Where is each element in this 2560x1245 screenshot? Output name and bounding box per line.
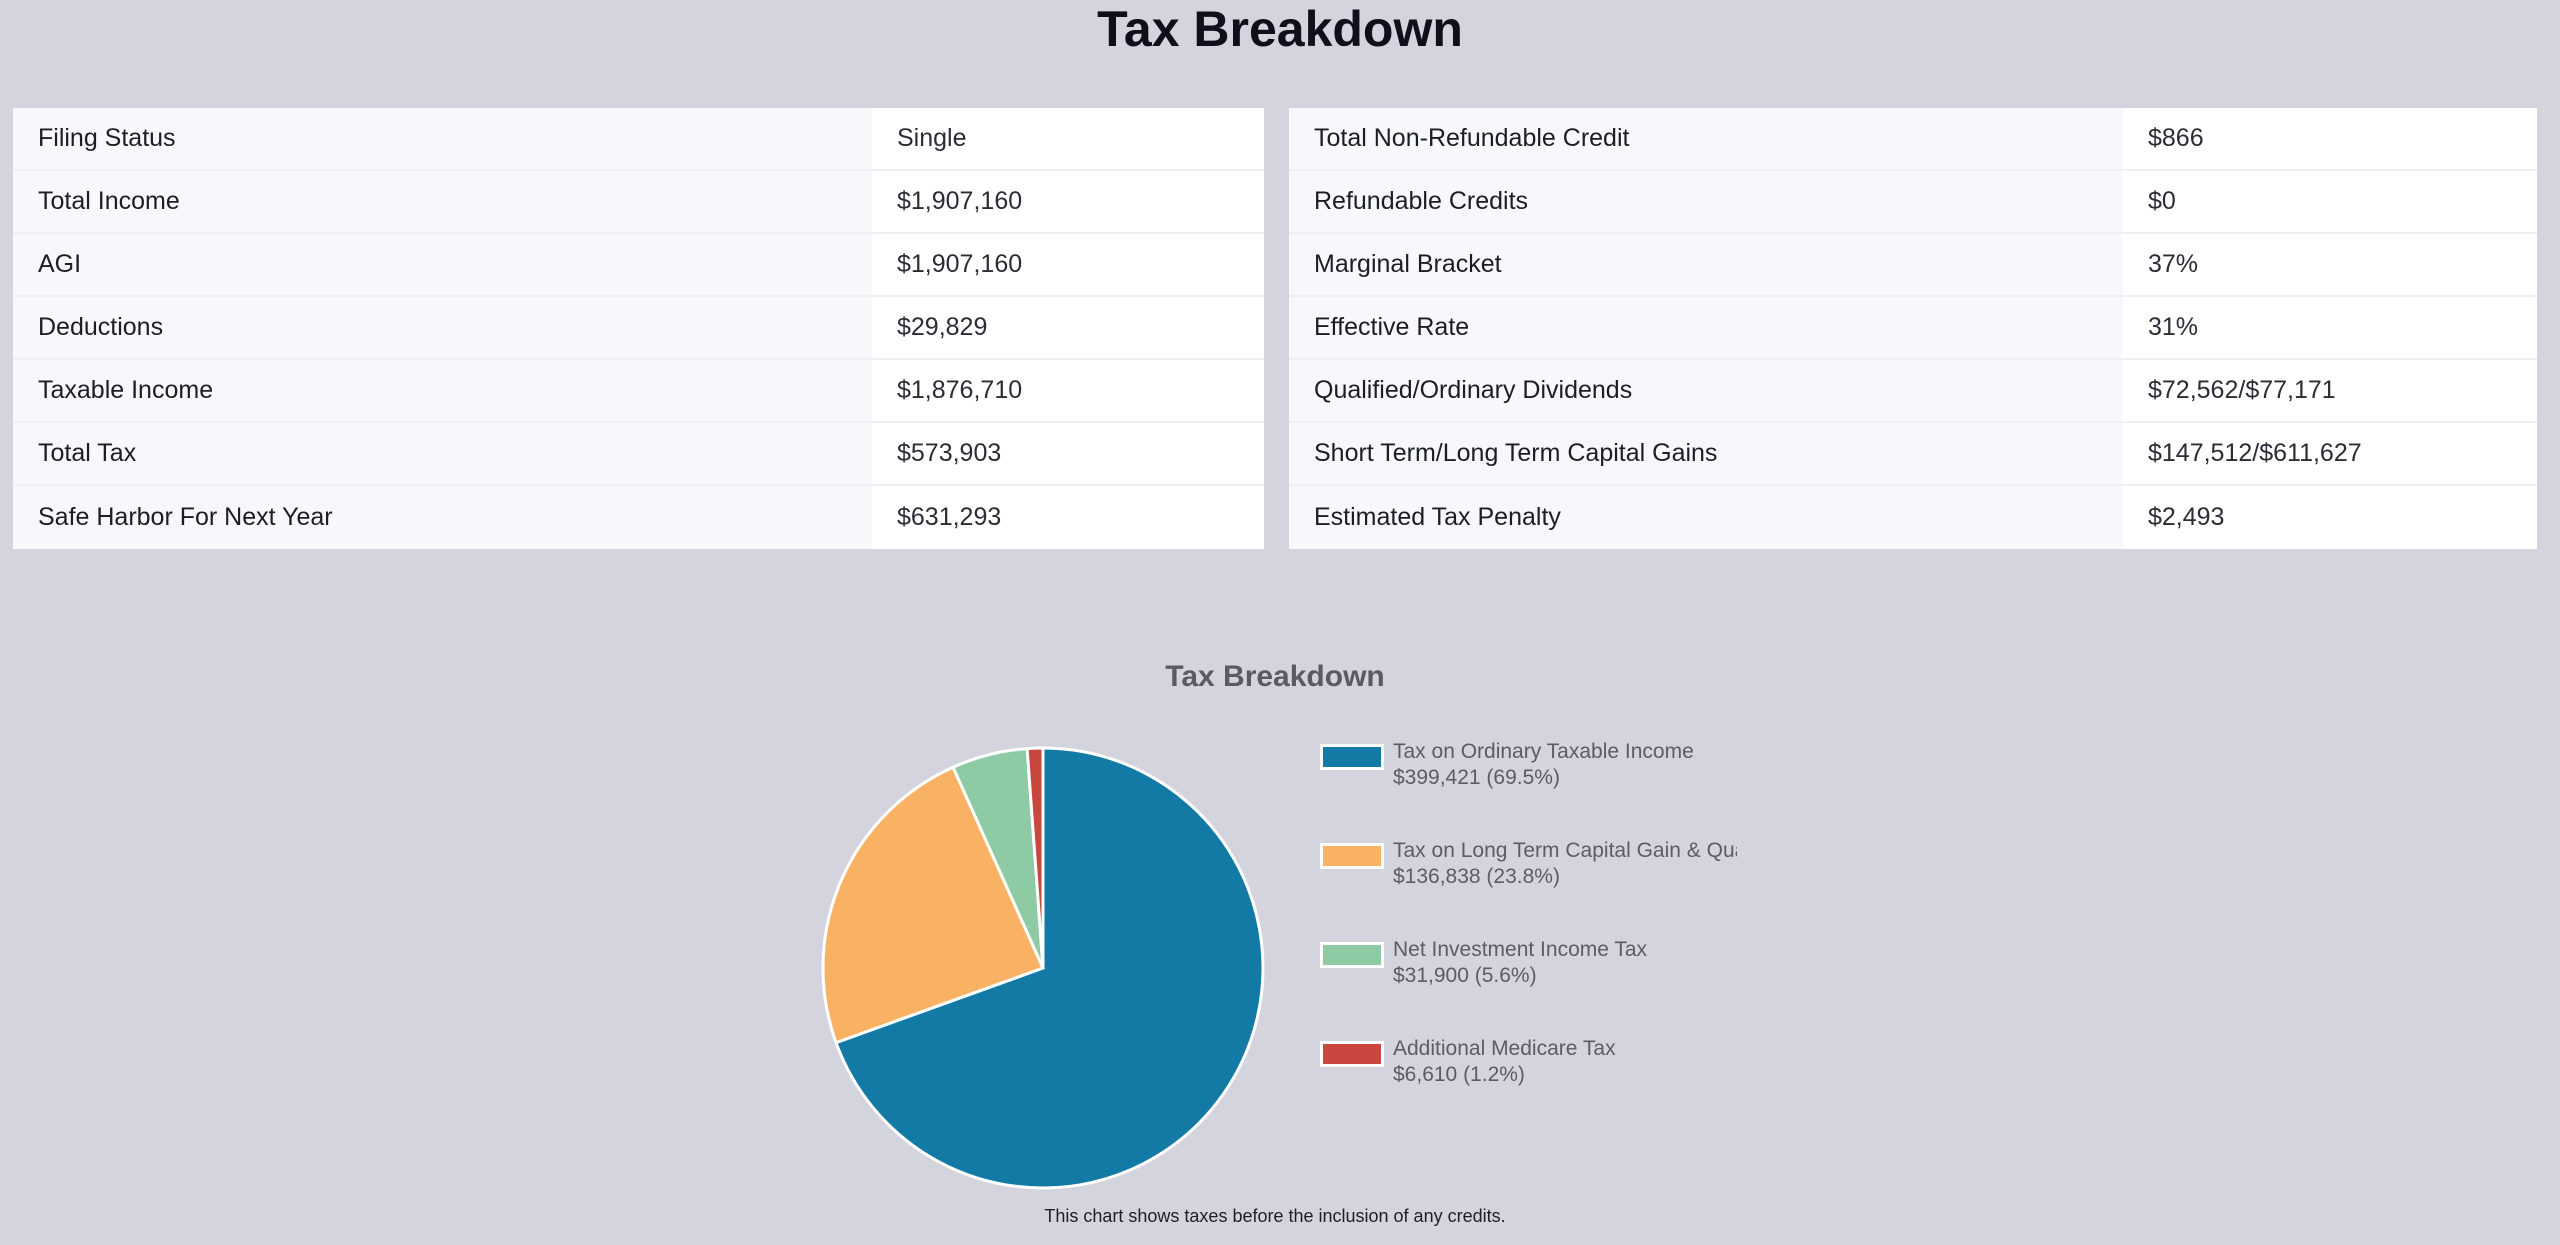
- row-label: Total Income: [13, 171, 872, 232]
- legend-value: $6,610 (1.2%): [1393, 1063, 1525, 1086]
- legend-item[interactable]: Additional Medicare Tax $6,610 (1.2%): [1320, 1037, 1737, 1097]
- row-value: $29,829: [897, 313, 988, 341]
- pie-slice-1[interactable]: [821, 765, 1046, 1045]
- table-row: AGI $1,907,160: [13, 234, 1264, 297]
- legend-label: Tax on Ordinary Taxable Income: [1393, 740, 1694, 763]
- summary-table-left: Filing Status Single Total Income $1,907,16…: [13, 108, 1264, 549]
- legend-value: $399,421 (69.5%): [1393, 766, 1560, 789]
- row-value: $0: [2148, 187, 2176, 215]
- legend-swatch: [1320, 1041, 1384, 1067]
- row-value: $866: [2148, 124, 2204, 152]
- row-value: $147,512/$611,627: [2148, 439, 2362, 467]
- row-value: 37%: [2148, 250, 2199, 278]
- legend-label: Net Investment Income Tax: [1393, 938, 1648, 961]
- row-value: $631,293: [897, 503, 1002, 531]
- table-row: Qualified/Ordinary Dividends $72,562/$77,…: [1289, 360, 2537, 423]
- table-row: Marginal Bracket 37%: [1289, 234, 2537, 297]
- legend-item[interactable]: Tax on Long Term Capital Gain & Qualifie…: [1320, 839, 1737, 899]
- legend-item[interactable]: Net Investment Income Tax $31,900 (5.6%): [1320, 938, 1737, 998]
- table-row: Safe Harbor For Next Year $631,293: [13, 486, 1264, 549]
- pie-slice-3[interactable]: [1025, 746, 1045, 969]
- row-label: Deductions: [13, 297, 872, 358]
- row-label: Total Non-Refundable Credit: [1289, 108, 2123, 169]
- legend-swatch: [1320, 942, 1384, 968]
- table-row: Total Income $1,907,160: [13, 171, 1264, 234]
- legend-label: Additional Medicare Tax: [1393, 1037, 1616, 1060]
- row-value: $1,907,160: [897, 250, 1023, 278]
- row-label: Total Tax: [13, 423, 872, 484]
- table-row: Filing Status Single: [13, 108, 1264, 171]
- legend-value: $136,838 (23.8%): [1393, 865, 1560, 888]
- table-row: Taxable Income $1,876,710: [13, 360, 1264, 423]
- row-value: $1,907,160: [897, 187, 1023, 215]
- row-label: Marginal Bracket: [1289, 234, 2123, 295]
- legend-swatch: [1320, 843, 1384, 869]
- row-label: Effective Rate: [1289, 297, 2123, 358]
- row-label: Refundable Credits: [1289, 171, 2123, 232]
- pie-slice-0[interactable]: [834, 746, 1265, 1190]
- pie-chart: [821, 746, 1265, 1190]
- row-value: $2,493: [2148, 503, 2225, 531]
- table-row: Estimated Tax Penalty $2,493: [1289, 486, 2537, 549]
- row-value: $72,562/$77,171: [2148, 376, 2336, 404]
- table-row: Effective Rate 31%: [1289, 297, 2537, 360]
- chart-legend: Tax on Ordinary Taxable Income $399,421 (…: [1320, 740, 1737, 1100]
- legend-value: $31,900 (5.6%): [1393, 964, 1537, 987]
- chart-footnote: This chart shows taxes before the inclus…: [1044, 1206, 1506, 1226]
- row-value: Single: [897, 124, 967, 152]
- row-value: 31%: [2148, 313, 2199, 341]
- table-row: Deductions $29,829: [13, 297, 1264, 360]
- summary-table-right: Total Non-Refundable Credit $866 Refundabl…: [1289, 108, 2537, 549]
- row-value: $1,876,710: [897, 376, 1023, 404]
- row-label: Estimated Tax Penalty: [1289, 486, 2123, 549]
- legend-swatch: [1320, 744, 1384, 770]
- row-label: Safe Harbor For Next Year: [13, 486, 872, 549]
- legend-label: Tax on Long Term Capital Gain & Qualifie…: [1393, 839, 1737, 862]
- row-label: AGI: [13, 234, 872, 295]
- table-row: Total Tax $573,903: [13, 423, 1264, 486]
- row-label: Taxable Income: [13, 360, 872, 421]
- row-label: Short Term/Long Term Capital Gains: [1289, 423, 2123, 484]
- row-label: Qualified/Ordinary Dividends: [1289, 360, 2123, 421]
- row-label: Filing Status: [13, 108, 872, 169]
- page-title: Tax Breakdown: [1097, 1, 1463, 57]
- table-row: Total Non-Refundable Credit $866: [1289, 108, 2537, 171]
- table-row: Refundable Credits $0: [1289, 171, 2537, 234]
- table-row: Short Term/Long Term Capital Gains $147,5…: [1289, 423, 2537, 486]
- legend-item[interactable]: Tax on Ordinary Taxable Income $399,421 (…: [1320, 740, 1737, 800]
- row-value: $573,903: [897, 439, 1002, 467]
- chart-title: Tax Breakdown: [1165, 660, 1385, 693]
